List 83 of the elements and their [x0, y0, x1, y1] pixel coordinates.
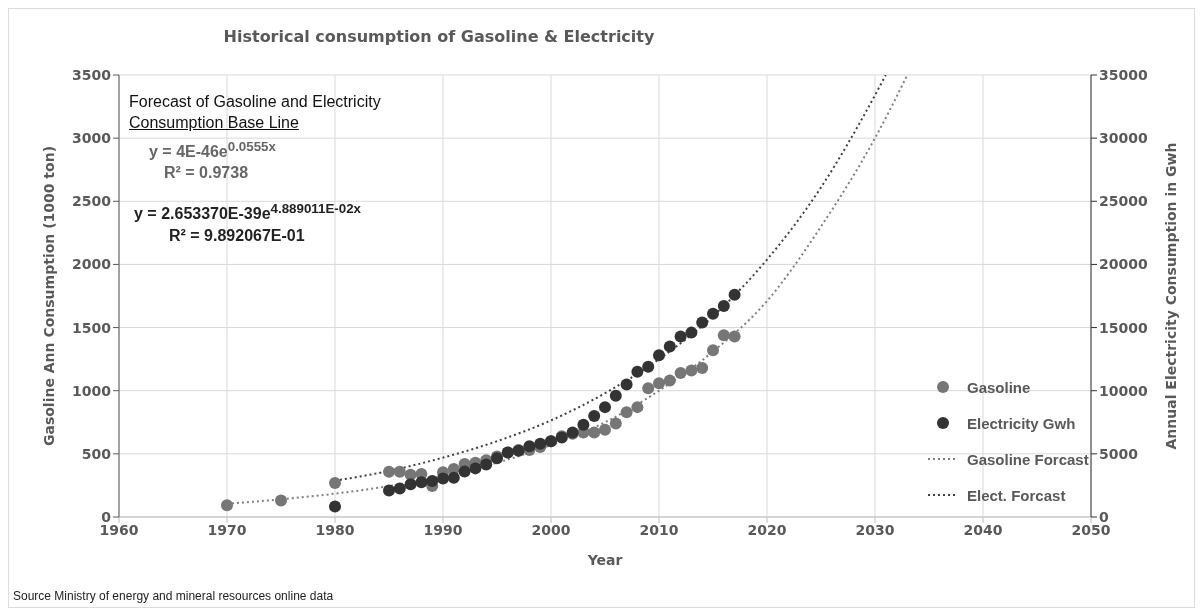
point [620, 378, 633, 391]
annotation: Forecast of Gasoline and Electricity [129, 93, 381, 111]
point [426, 475, 439, 488]
annotation: R² = 0.9738 [164, 164, 249, 182]
point [480, 458, 493, 471]
point [383, 465, 395, 478]
point [393, 465, 406, 478]
point [523, 440, 536, 453]
x-tick-label: 1990 [423, 521, 463, 538]
y2-tick-label: 15000 [1099, 319, 1148, 336]
legend-label: Elect. Forcast [967, 486, 1066, 504]
point [329, 476, 341, 489]
x-tick-label: 2010 [639, 521, 679, 538]
point [469, 462, 482, 475]
annotation: y = 4E-46e$^{0.0555x}$ [149, 139, 276, 162]
point [674, 330, 687, 343]
point [404, 478, 417, 491]
point [447, 471, 460, 484]
point [663, 340, 676, 353]
point [696, 316, 709, 329]
x-tick-label: 2040 [963, 521, 1003, 538]
point [685, 364, 698, 377]
point [599, 423, 611, 436]
point [393, 482, 406, 495]
x-tick-label: 1980 [315, 521, 355, 538]
point [653, 349, 665, 362]
y2-tick-label: 30000 [1099, 130, 1148, 147]
point [620, 406, 633, 419]
point [717, 329, 730, 342]
annotation: y = 2.653370E-39e$^{4.889011E-02x}$ [134, 201, 361, 224]
point [609, 417, 622, 430]
point [642, 382, 655, 395]
y-tick-label: 2000 [72, 256, 112, 273]
x-tick-label: 2030 [855, 521, 895, 538]
point [707, 344, 719, 357]
point [458, 465, 471, 478]
point [437, 472, 449, 485]
y-tick-label: 2500 [72, 193, 112, 210]
point [599, 401, 611, 414]
source-note: Source Ministry of energy and mineral resources online data [13, 589, 334, 603]
point [329, 500, 341, 513]
point [221, 499, 233, 512]
point [663, 374, 676, 387]
y-tick-label: 3000 [72, 130, 112, 147]
point [383, 484, 395, 497]
point [588, 409, 601, 422]
point [275, 494, 287, 507]
x-tick-label: 2020 [747, 521, 787, 538]
y-tick-label: 1500 [72, 319, 112, 336]
point [642, 360, 655, 373]
point [696, 361, 709, 374]
point [631, 401, 644, 414]
y-tick-label: 500 [81, 445, 112, 462]
point [728, 288, 741, 301]
legend-label: Gasoline [967, 378, 1031, 396]
point [674, 367, 687, 380]
point [577, 418, 590, 431]
annotation: Consumption Base Line [129, 114, 299, 132]
legend-label: Electricity Gwh [967, 414, 1076, 432]
point [685, 326, 698, 339]
x-tick-label: 2000 [531, 521, 571, 538]
y-tick-label: 1000 [72, 382, 112, 399]
point [415, 476, 428, 489]
point [588, 426, 601, 439]
point [631, 365, 644, 378]
y-axis-title: Gasoline Ann Consumption (1000 ton) [40, 145, 57, 447]
y2-axis-title: Annual Electricity Consumption in Gwh [1162, 142, 1179, 450]
y2-tick-label: 25000 [1099, 193, 1148, 210]
x-axis-title: Year [586, 552, 623, 568]
point [609, 389, 622, 402]
point [707, 307, 719, 320]
x-tick-label: 1970 [207, 521, 247, 538]
point [653, 377, 665, 390]
y2-tick-label: 5000 [1099, 445, 1139, 462]
point [728, 330, 741, 343]
y2-tick-label: 20000 [1099, 256, 1148, 273]
y2-tick-label: 35000 [1099, 66, 1148, 83]
chart-title: Historical consumption of Gasoline & Electricity [222, 27, 656, 46]
y-tick-label: 3500 [72, 66, 112, 83]
annotation: R² = 9.892067E-01 [169, 227, 305, 245]
point [717, 300, 730, 313]
y2-tick-label: 10000 [1099, 382, 1148, 399]
legend-label: Gasoline Forcast [967, 450, 1089, 468]
